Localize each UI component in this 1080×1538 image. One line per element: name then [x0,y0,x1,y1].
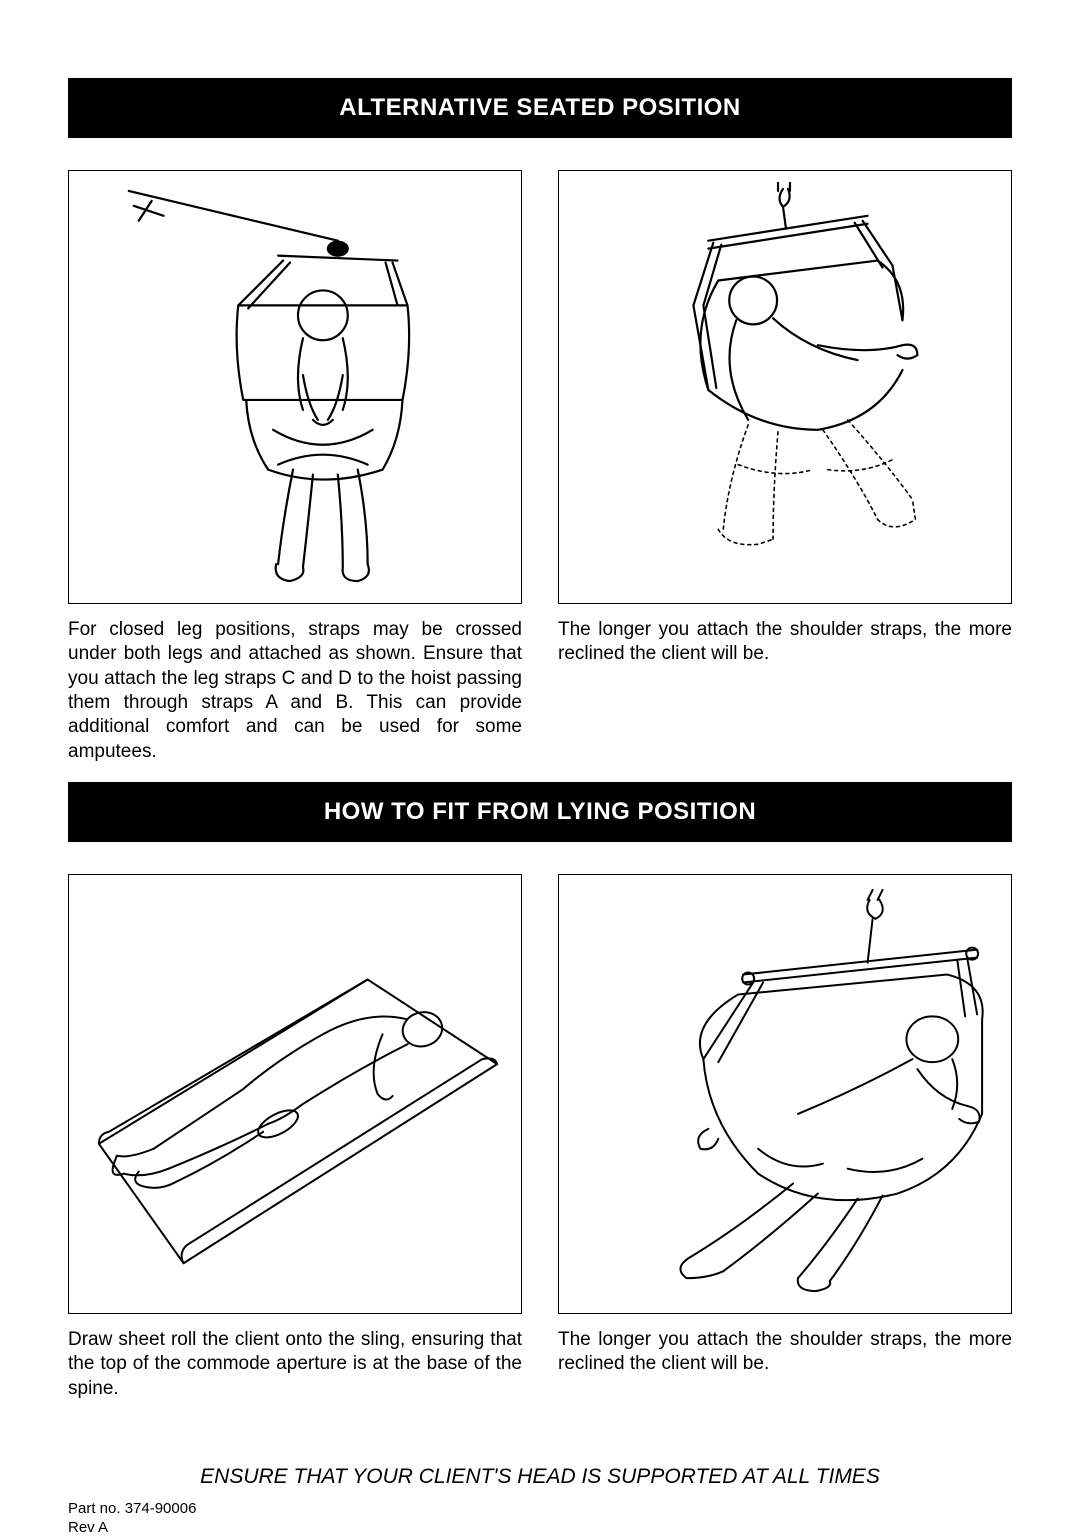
section2-left-col: Draw sheet roll the client onto the slin… [68,874,522,1401]
revision: Rev A [68,1518,1012,1538]
section1-left-caption: For closed leg positions, straps may be … [68,618,522,764]
figure-seated-crossed-legs [68,170,522,604]
section-header-2: HOW TO FIT FROM LYING POSITION [68,782,1012,842]
figure-lying-hoist [558,874,1012,1314]
section2-right-col: The longer you attach the shoulder strap… [558,874,1012,1401]
footer-warning: ENSURE THAT YOUR CLIENT'S HEAD IS SUPPOR… [68,1465,1012,1489]
section2-columns: Draw sheet roll the client onto the slin… [68,874,1012,1401]
section1-right-caption: The longer you attach the shoulder strap… [558,618,1012,667]
section1-left-col: For closed leg positions, straps may be … [68,170,522,764]
section2-left-caption: Draw sheet roll the client onto the slin… [68,1328,522,1401]
part-number: Part no. 374-90006 [68,1499,1012,1519]
figure-seated-reclined [558,170,1012,604]
section2-right-caption: The longer you attach the shoulder strap… [558,1328,1012,1377]
section-header-1: ALTERNATIVE SEATED POSITION [68,78,1012,138]
section1-columns: For closed leg positions, straps may be … [68,170,1012,764]
figure-lying-roll [68,874,522,1314]
section1-right-col: The longer you attach the shoulder strap… [558,170,1012,764]
